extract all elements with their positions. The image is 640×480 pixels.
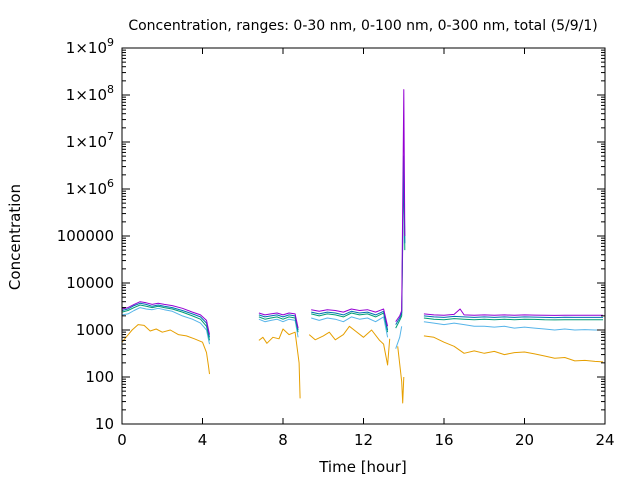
x-tick-label: 16 (434, 431, 453, 449)
series-4-line-segment-1 (121, 302, 210, 338)
series-5-line-segment-5 (423, 308, 603, 316)
plot-frame (121, 47, 606, 425)
series-1-line-segment-4 (397, 346, 405, 404)
series-2-line-segment-1 (121, 307, 210, 345)
series-5-line-segment-3 (311, 308, 389, 327)
x-tick-label: 4 (198, 431, 208, 449)
y-tick-label: 1×109 (66, 36, 114, 57)
x-tick-label: 8 (278, 431, 288, 449)
series-2-line-segment-4 (395, 326, 403, 349)
series-4-line-segment-3 (311, 310, 389, 331)
series-4-line-segment-5 (423, 315, 603, 319)
y-tick-label: 10000 (66, 274, 114, 292)
x-tick-label: 12 (354, 431, 373, 449)
series-1-line-segment-1 (121, 324, 210, 375)
x-tick-label: 20 (515, 431, 534, 449)
series-5-line-segment-2 (258, 312, 299, 329)
axis-ticks: 0 4 8 12 16 20 24 10 100 1000 10000 100000 1×106 1×10… (57, 36, 615, 449)
x-tick-label: 0 (117, 431, 127, 449)
series-3-line-segment-1 (121, 304, 210, 341)
series-3-line-segment-2 (258, 316, 299, 333)
chart-title: Concentration, ranges: 0-30 nm, 0-100 nm… (128, 18, 597, 34)
x-axis-label: Time [hour] (318, 458, 407, 476)
y-tick-label: 1×106 (66, 177, 114, 198)
x-tick-label: 24 (595, 431, 614, 449)
y-tick-label: 100 (85, 368, 114, 386)
series-4-line-segment-2 (258, 314, 299, 331)
y-axis-label: Concentration (6, 184, 24, 290)
series-5-line-segment-4 (395, 89, 406, 322)
series-5-line-segment-1 (121, 301, 210, 335)
series-3-line-segment-3 (311, 312, 389, 333)
series-3-line-segment-5 (423, 317, 603, 321)
series-2-line-segment-2 (258, 318, 299, 338)
series-1-line-segment-2 (258, 328, 301, 399)
series-1-line-segment-3 (308, 325, 391, 366)
y-tick-label: 1000 (76, 321, 114, 339)
series-2-line-segment-5 (423, 321, 603, 331)
y-tick-label: 1×108 (66, 83, 114, 104)
series-4-line-segment-4 (395, 155, 406, 325)
series-2-line-segment-3 (311, 316, 389, 338)
y-tick-label: 1×107 (66, 130, 114, 151)
plot-area (121, 89, 604, 404)
y-tick-label: 100000 (57, 227, 114, 245)
y-tick-label: 10 (95, 415, 114, 433)
series-1-line-segment-5 (423, 335, 604, 363)
